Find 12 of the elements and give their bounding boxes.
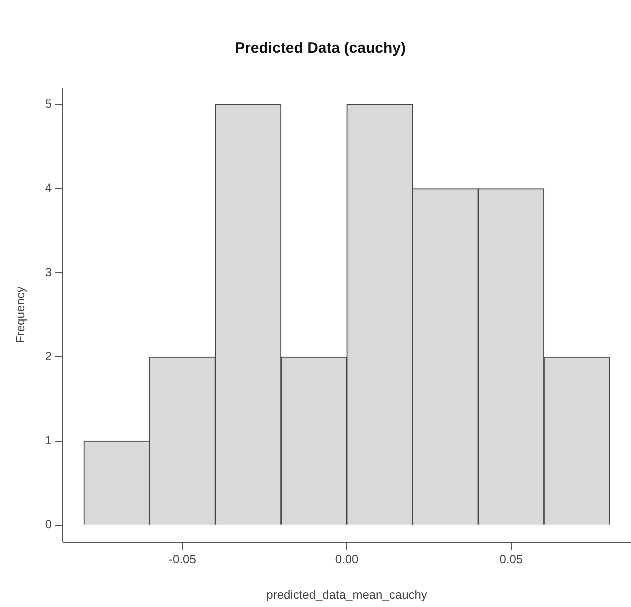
x-tick-label: -0.05 bbox=[169, 552, 197, 567]
x-tick-label: 0.00 bbox=[335, 552, 360, 567]
y-tick-label: 4 bbox=[45, 181, 52, 196]
chart-title: Predicted Data (cauchy) bbox=[235, 40, 406, 58]
y-tick-label: 3 bbox=[45, 265, 52, 280]
x-tick-label: 0.05 bbox=[500, 552, 524, 567]
y-tick-label: 2 bbox=[45, 349, 52, 364]
y-tick-label: 0 bbox=[45, 518, 52, 532]
y-axis-title: Frequency bbox=[14, 286, 28, 344]
x-axis-title: predicted_data_mean_cauchy bbox=[266, 588, 428, 602]
y-tick-label: 5 bbox=[45, 97, 52, 112]
y-tick-label: 1 bbox=[45, 434, 52, 448]
